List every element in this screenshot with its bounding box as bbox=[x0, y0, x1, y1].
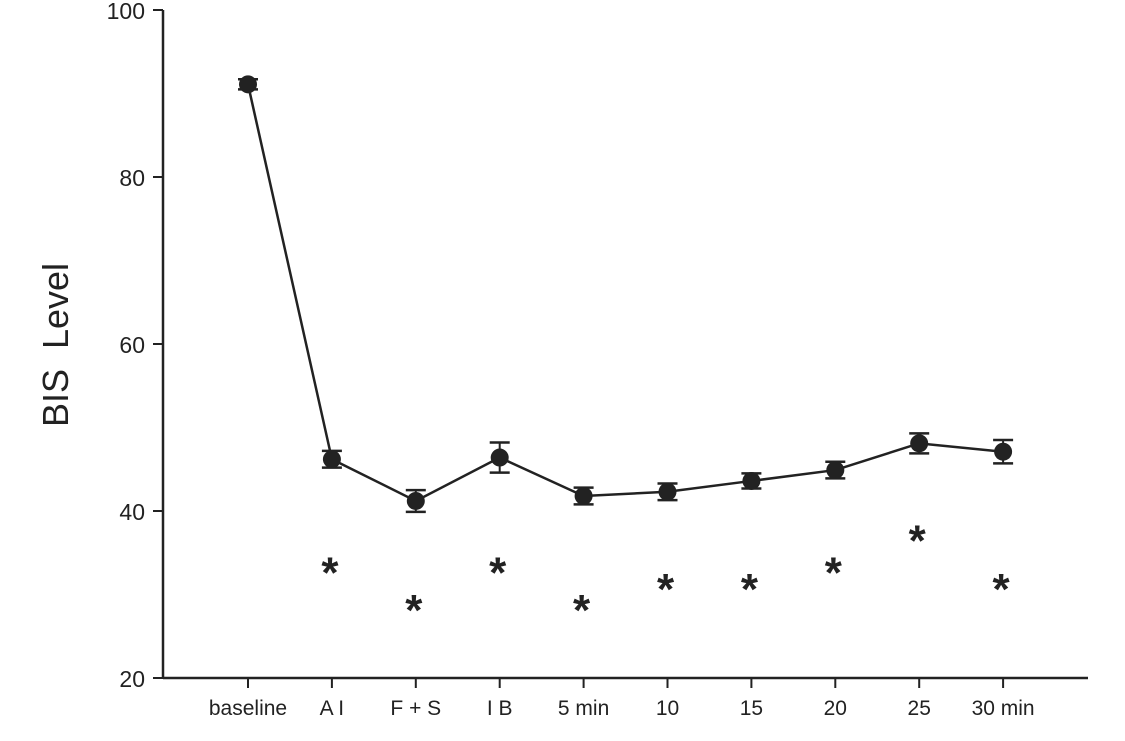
significance-asterisk: * bbox=[825, 548, 843, 597]
significance-asterisk: * bbox=[909, 517, 927, 566]
x-tick-label: A I bbox=[320, 697, 345, 720]
x-tick-label: 10 bbox=[656, 697, 679, 720]
x-tick-label: I B bbox=[487, 697, 513, 720]
series-line bbox=[246, 84, 1004, 503]
data-point bbox=[994, 442, 1013, 461]
y-tick-label: 80 bbox=[119, 165, 145, 191]
data-point bbox=[322, 450, 341, 469]
x-tick-label: 20 bbox=[824, 697, 847, 720]
x-tick-label: baseline bbox=[209, 697, 287, 720]
significance-asterisk: * bbox=[321, 548, 339, 597]
significance-asterisk: * bbox=[993, 565, 1011, 614]
data-point bbox=[742, 471, 761, 490]
data-point bbox=[406, 491, 425, 510]
data-point bbox=[658, 482, 677, 501]
y-axis-label: BIS Level bbox=[35, 263, 76, 427]
y-tick-label: 60 bbox=[119, 332, 145, 358]
significance-asterisk: * bbox=[405, 586, 423, 635]
data-point bbox=[826, 461, 845, 480]
y-tick-label: 40 bbox=[119, 499, 145, 525]
data-point bbox=[910, 434, 929, 453]
significance-asterisk: * bbox=[489, 548, 507, 597]
x-tick-label: 15 bbox=[740, 697, 763, 720]
data-point bbox=[490, 448, 509, 467]
x-tick-label: 30 min bbox=[972, 697, 1035, 720]
y-tick-label: 100 bbox=[107, 0, 145, 24]
x-tick-label: 25 bbox=[908, 697, 931, 720]
significance-asterisk: * bbox=[741, 565, 759, 614]
y-tick-label: 20 bbox=[119, 666, 145, 692]
x-tick-label: F + S bbox=[390, 697, 441, 720]
significance-asterisk: * bbox=[657, 565, 675, 614]
data-point bbox=[239, 75, 257, 94]
significance-asterisk: * bbox=[573, 586, 591, 635]
data-point bbox=[574, 486, 593, 505]
x-tick-label: 5 min bbox=[558, 697, 609, 720]
